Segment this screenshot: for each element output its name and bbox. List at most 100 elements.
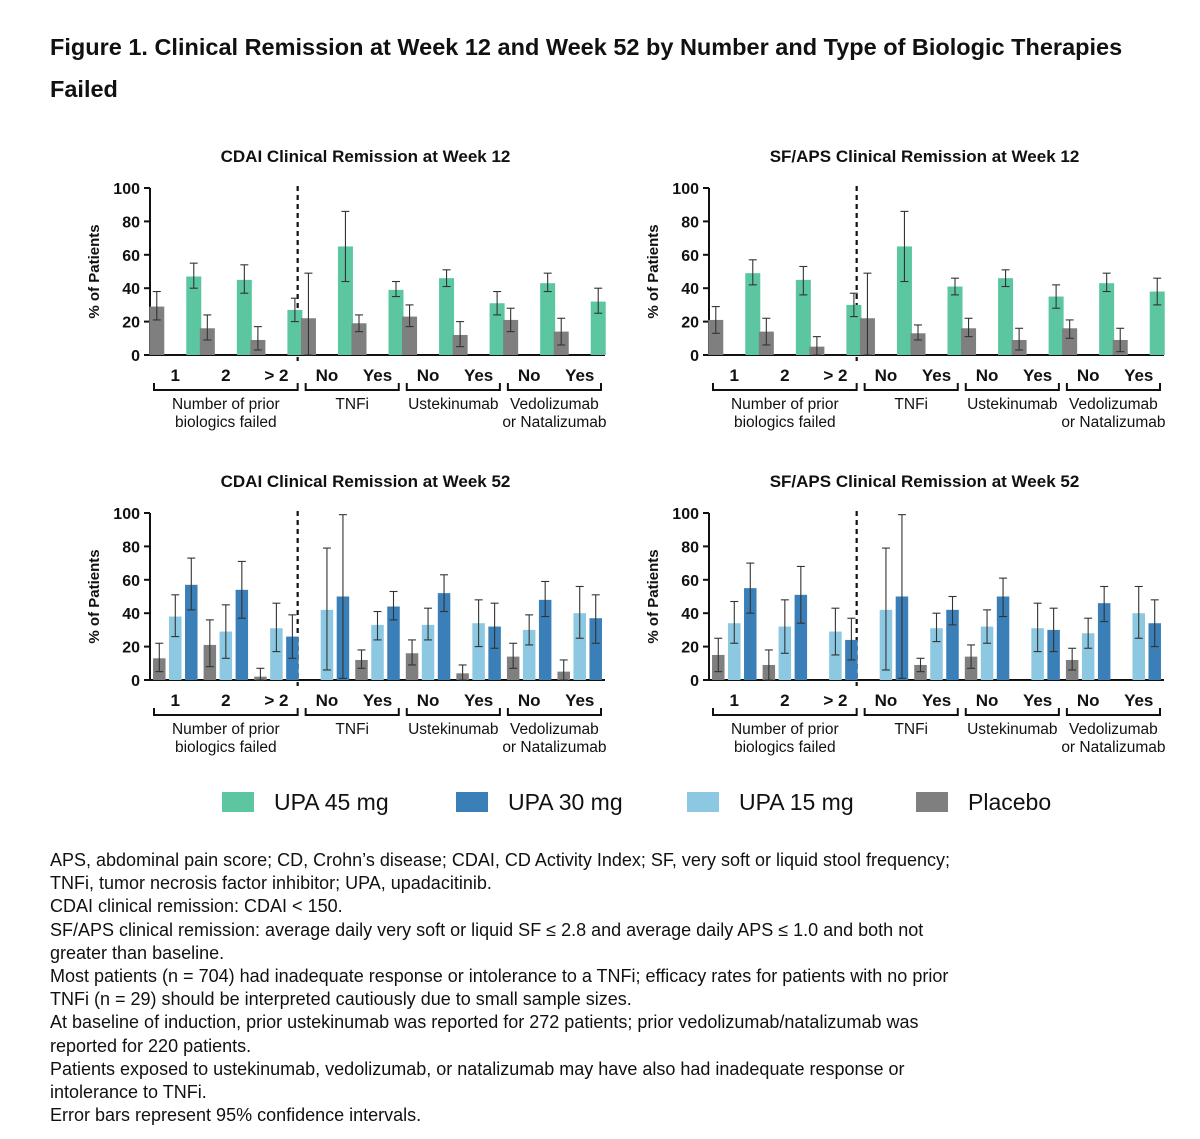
bar [472,623,485,680]
x-tick-label: 2 [780,691,789,710]
bar [149,306,165,355]
bar [1099,283,1115,355]
group-bracket [304,708,400,716]
group-label: or Natalizumab [502,414,606,431]
bar [708,319,724,355]
footnote-line: TNFi, tumor necrosis factor inhibitor; U… [50,873,492,894]
footnote-line: APS, abdominal pain score; CD, Crohn’s d… [50,850,951,870]
bar [185,584,198,680]
x-tick-label: No [518,691,541,710]
bar [1148,623,1161,680]
bar [439,278,455,355]
x-tick-label: 1 [730,691,739,710]
bar [199,328,215,355]
chart-title: SF/APS Clinical Remission at Week 52 [770,472,1080,491]
group-label: or Natalizumab [1061,739,1165,756]
group-label: Number of prior [172,396,280,413]
legend-item-upa45: UPA 45 mg [222,786,389,818]
x-tick-label: Yes [464,691,493,710]
bar [980,626,994,680]
bar [1031,628,1044,680]
legend-label-upa15: UPA 15 mg [739,788,854,815]
x-tick-label: No [417,366,440,385]
legend-item-upa30: UPA 30 mg [456,786,623,818]
y-tick-label: 0 [690,673,699,690]
bar [421,624,435,680]
group-label: biologics failed [734,739,836,756]
y-tick-label: 100 [113,181,140,198]
chart-sfaps-week12: SF/APS Clinical Remission at Week 12 % of… [645,147,1166,431]
footnote-line: reported for 220 patients. [50,1035,252,1056]
group-label: biologics failed [734,414,836,431]
x-tick-label: No [875,366,898,385]
y-tick-label: 100 [113,506,140,523]
y-tick-label: 20 [681,315,699,332]
group-label: or Natalizumab [502,739,606,756]
group-label: TNFi [335,721,369,738]
bar [405,653,419,680]
group-bracket [153,383,299,391]
group-bracket [405,708,501,716]
bar [573,613,586,680]
bar [996,596,1010,680]
x-tick-label: No [417,691,440,710]
y-axis-label: % of Patients [86,224,103,318]
x-tick-label: Yes [922,366,951,385]
group-bracket [1065,383,1161,391]
x-tick-label: Yes [1023,366,1052,385]
y-tick-label: 80 [681,214,699,231]
legend: UPA 45 mg UPA 30 mg UPA 15 mg Placebo [222,786,1122,818]
y-tick-label: 40 [681,606,699,623]
x-tick-label: 1 [171,691,180,710]
legend-item-upa15: UPA 15 mg [687,786,854,818]
x-tick-label: > 2 [264,691,288,710]
group-label: Number of prior [731,396,839,413]
bar [235,589,249,680]
bar [1047,629,1060,680]
legend-swatch-upa45 [222,792,254,812]
bar [489,303,505,355]
x-tick-label: > 2 [823,691,847,710]
bar [503,319,519,355]
x-tick-label: Yes [1124,691,1153,710]
x-tick-label: 2 [221,691,230,710]
bar [589,618,602,680]
bar [896,246,912,355]
group-bracket [506,383,602,391]
y-tick-label: 80 [122,214,140,231]
y-tick-label: 40 [122,281,140,298]
group-bracket [712,708,858,716]
legend-label-upa30: UPA 30 mg [508,788,623,815]
x-tick-label: Yes [363,691,392,710]
bar [795,279,811,355]
group-bracket [863,708,959,716]
footnote-line: Most patients (n = 704) had inadequate r… [50,966,949,987]
bar [236,279,252,355]
y-axis-label: % of Patients [645,549,662,643]
bar [728,623,741,680]
group-bracket [964,708,1060,716]
bar [946,609,959,680]
group-bracket [153,708,299,716]
y-axis-label: % of Patients [645,224,662,318]
y-tick-label: 100 [672,181,699,198]
legend-label-upa45: UPA 45 mg [274,788,389,815]
bar [590,301,606,355]
y-tick-label: 60 [681,248,699,265]
bar [1132,613,1145,680]
bar [355,659,368,680]
x-tick-label: No [316,366,339,385]
footnote-line: SF/APS clinical remission: average daily… [50,919,924,940]
group-label: TNFi [894,396,928,413]
bar [337,246,353,355]
group-label: biologics failed [175,414,277,431]
bar [387,606,400,680]
bar [1149,291,1165,355]
y-axis-label: % of Patients [86,549,103,643]
group-bracket [712,383,858,391]
group-label: Ustekinumab [967,721,1057,738]
y-tick-label: 20 [122,315,140,332]
group-label: Number of prior [731,721,839,738]
group-label: Ustekinumab [408,721,498,738]
bar [1097,603,1111,680]
